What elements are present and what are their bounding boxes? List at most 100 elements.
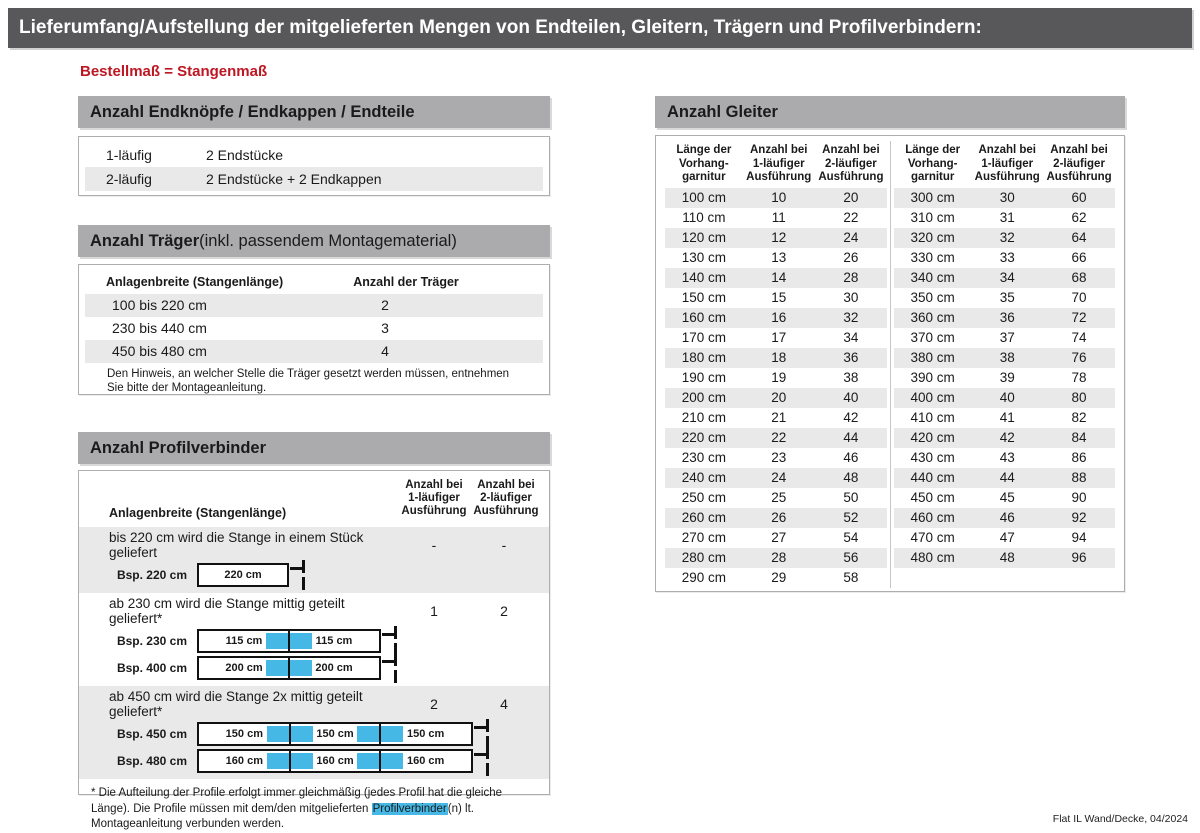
endteile-value: 2 Endstücke [206,147,284,163]
count-1-laeufig: 28 [771,550,787,565]
gleiter-header-row: Länge der Vorhang- garnitur Anzahl bei 1-… [665,141,887,188]
count-1-laeufig: 13 [771,250,787,265]
gleiter-row: 390 cm 39 78 [894,368,1115,388]
gleiter-row: 410 cm 41 82 [894,408,1115,428]
count-2-laeufig: 90 [1071,490,1087,505]
count-2-laeufig: 80 [1071,390,1087,405]
count-2-laeufig: 64 [1071,230,1087,245]
length-value: 370 cm [910,330,955,345]
count-1-laeufig: 17 [771,330,787,345]
length-value: 270 cm [681,530,726,545]
gleiter-row: 110 cm 11 22 [665,208,887,228]
count-1-laeufig: 34 [999,270,1015,285]
column-header-2-laeufig: Anzahl bei 2-läufiger Ausführung [473,479,539,517]
length-value: 180 cm [681,350,726,365]
gleiter-row: 460 cm 46 92 [894,508,1115,528]
gleiter-row: 180 cm 18 36 [665,348,887,368]
segment-length-label: 115 cm [315,635,353,647]
anlagenbreite-value: 100 bis 220 cm [112,297,207,313]
profilverbinder-groups: bis 220 cm wird die Stange in einem Stüc… [79,527,549,779]
count-2-laeufig: 56 [843,550,859,565]
count-2-laeufig: 28 [843,270,859,285]
count-2-laeufig: 96 [1071,550,1087,565]
count-1-laeufig: 43 [999,450,1015,465]
gleiter-columns: Länge der Vorhang- garnitur Anzahl bei 1-… [662,141,1118,588]
length-value: 460 cm [910,510,955,525]
length-value: 100 cm [681,190,726,205]
traeger-rows: 100 bis 220 cm 2 230 bis 440 cm 3 450 bis 48… [85,294,543,363]
gleiter-row: 150 cm 15 30 [665,288,887,308]
segment-length-label: 200 cm [225,662,263,674]
column-header-anlagenbreite: Anlagenbreite (Stangenlänge) [109,506,287,520]
gleiter-row: 160 cm 16 32 [665,308,887,328]
count-1-laeufig: 22 [771,430,787,445]
column-header: Anzahl bei 1-läufiger Ausführung [974,144,1040,184]
gleiter-header-row: Länge der Vorhang- garnitur Anzahl bei 1-… [894,141,1115,188]
count-1-laeufig: 45 [999,490,1015,505]
count-1-laeufig: 11 [771,210,786,225]
profilverbinder-table: Anlagenbreite (Stangenlänge) Anzahl bei … [78,470,550,830]
example-label: Bsp. 400 cm [116,661,187,675]
section-header-profilverbinder: Anzahl Profilverbinder [78,432,550,464]
length-value: 420 cm [910,430,955,445]
gleiter-row: 260 cm 26 52 [665,508,887,528]
count-2-laeufig: 26 [843,250,859,265]
endteile-rows: 1-läufig 2 Endstücke 2-läufig 2 Endstücke +… [85,143,543,191]
wall-bracket-icon [290,560,307,590]
length-value: 190 cm [681,370,726,385]
gleiter-row: 470 cm 47 94 [894,528,1115,548]
count-1-laeufig: 12 [771,230,787,245]
section-title: Anzahl Profilverbinder [90,438,267,457]
traeger-note: Den Hinweis, an welcher Stelle die Träge… [107,368,510,394]
length-value: 280 cm [681,550,726,565]
example-row: Bsp. 450 cm 150 cm 150 cm 150 cm [79,719,549,749]
example-label: Bsp. 230 cm [116,634,187,648]
footnote-text: * Die Aufteilung der Profile erfolgt imm… [91,787,503,815]
traeger-header-row: Anlagenbreite (Stangenlänge) Anzahl der … [85,270,543,294]
count-1-laeufig: 40 [999,390,1015,405]
count-1-laeufig: 15 [771,290,787,305]
traeger-row: 100 bis 220 cm 2 [85,294,543,317]
gleiter-row: 270 cm 27 54 [665,528,887,548]
count-2-laeufig: 36 [843,350,859,365]
rod-diagram: 115 cm 115 cm [197,626,549,656]
length-value: 140 cm [681,270,726,285]
length-value: 150 cm [681,290,726,305]
column-header-traeger-count: Anzahl der Träger [353,275,459,289]
segment-length-label: 150 cm [316,728,354,740]
gleiter-row: 330 cm 33 66 [894,248,1115,268]
count-2-laeufig: 82 [1071,410,1087,425]
count-2-laeufig: 72 [1071,310,1087,325]
joint-line [288,631,290,651]
profilverbinder-group: ab 450 cm wird die Stange 2x mittig gete… [79,686,549,779]
count-2-laeufig: 22 [843,210,859,225]
example-row: Bsp. 230 cm 115 cm 115 cm [79,626,549,656]
count-1-laeufig: 10 [771,190,787,205]
count-1-laeufig: 25 [771,490,787,505]
count-2-laeufig: 74 [1071,330,1087,345]
anlagenbreite-value: 230 bis 440 cm [112,320,207,336]
count-2-laeufig: 68 [1071,270,1087,285]
group-description: ab 450 cm wird die Stange 2x mittig gete… [109,689,363,719]
footnote-highlight: Profilverbinder [371,802,448,815]
gleiter-row: 350 cm 35 70 [894,288,1115,308]
count-2-laeufig: 94 [1071,530,1087,545]
count-1-laeufig: 37 [999,330,1015,345]
count-1-laeufig: 19 [771,370,787,385]
length-value: 380 cm [910,350,955,365]
count-1-laeufig: 20 [771,390,787,405]
footnote-text: (n) lt. Montageanleitung verbunden werde… [91,802,474,831]
gleiter-row: 240 cm 24 48 [665,468,887,488]
gleiter-row: 120 cm 12 24 [665,228,887,248]
count-1-laeufig: 26 [771,510,787,525]
length-value: 440 cm [910,470,955,485]
example-row: Bsp. 480 cm 160 cm 160 cm 160 cm [79,746,549,776]
count-2-laeufig: 30 [843,290,859,305]
count-1-laeufig: 16 [771,310,787,325]
section-title: Anzahl Endknöpfe / Endkappen / Endteile [90,102,415,121]
count-2-laeufig: 50 [843,490,859,505]
count-2-laeufig: - [501,537,507,553]
count-2-laeufig: 2 [500,603,508,619]
count-1-laeufig: 41 [999,410,1015,425]
